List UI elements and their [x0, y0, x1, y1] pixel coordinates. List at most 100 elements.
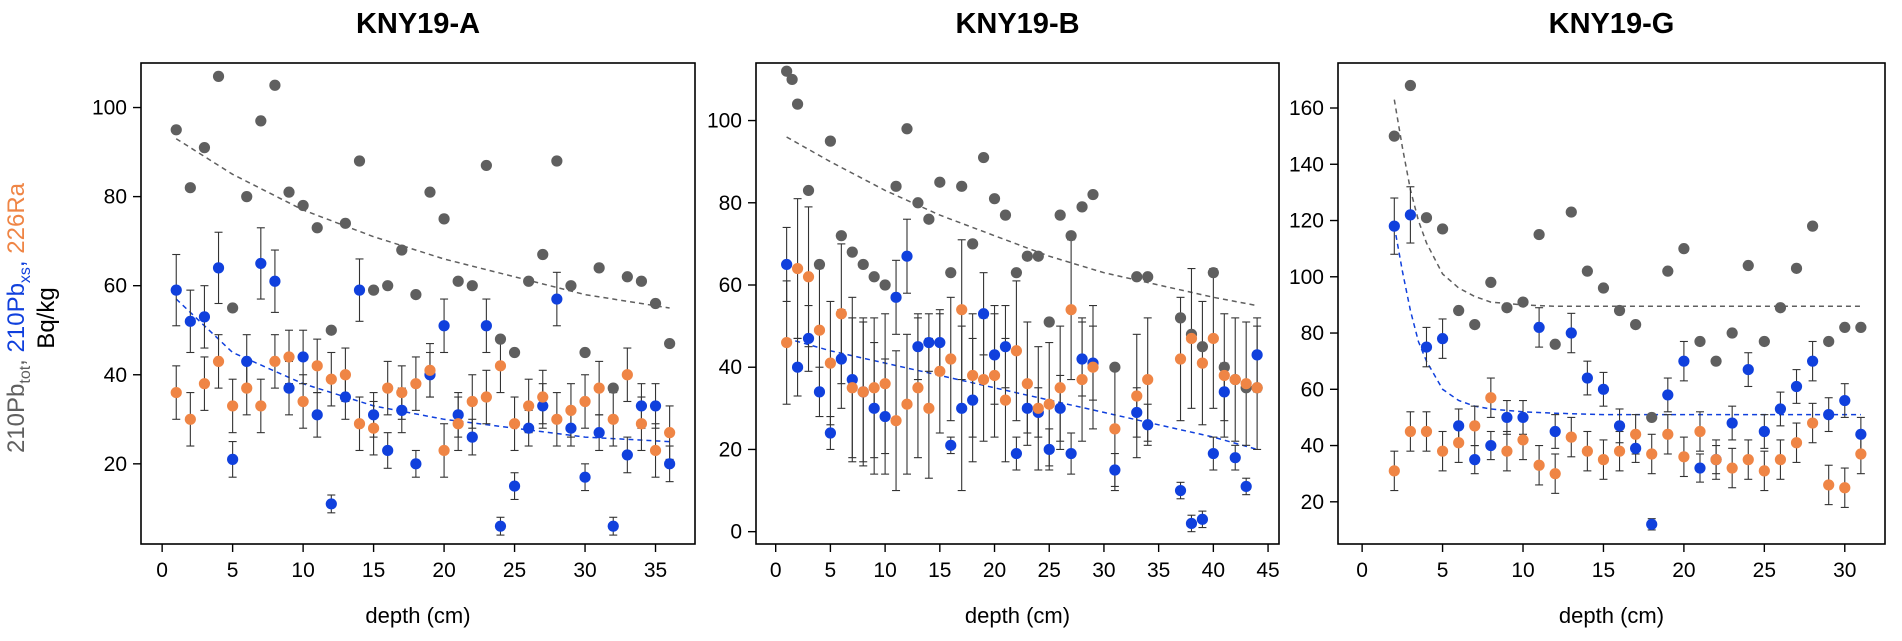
point-ra — [1565, 431, 1577, 443]
y-tick-label: 80 — [104, 186, 127, 209]
point-ra — [1109, 423, 1121, 435]
point-xs — [283, 382, 295, 394]
point-ra — [227, 400, 239, 412]
point-ra — [1517, 434, 1529, 446]
point-ra — [664, 427, 676, 439]
point-tot — [466, 280, 478, 292]
point-xs — [1207, 447, 1219, 460]
point-ra — [1142, 373, 1154, 386]
point-tot — [1855, 321, 1867, 334]
point-ra — [912, 382, 924, 394]
point-xs — [912, 341, 924, 353]
point-ra — [1549, 468, 1561, 480]
y-tick-label: 40 — [104, 364, 127, 387]
point-xs — [212, 262, 225, 274]
point-xs — [1662, 389, 1674, 401]
point-ra — [1076, 373, 1088, 386]
point-xs — [1581, 372, 1593, 384]
panel-title: KNY19-A — [356, 8, 480, 40]
point-ra — [297, 395, 309, 408]
point-tot — [1710, 355, 1722, 367]
point-ra — [635, 418, 648, 430]
point-ra — [934, 365, 946, 377]
x-tick-label: 0 — [1356, 559, 1368, 582]
y-tick-label: 160 — [1289, 97, 1324, 120]
point-ra — [1087, 361, 1099, 373]
x-tick-label: 10 — [1511, 559, 1534, 582]
point-tot — [1630, 318, 1642, 331]
point-tot — [1087, 188, 1099, 201]
point-tot — [1207, 267, 1219, 279]
panel-title: KNY19-G — [1549, 8, 1675, 40]
point-ra — [353, 418, 366, 430]
y-tick-label: 60 — [1301, 378, 1324, 401]
x-tick-label: 20 — [432, 559, 455, 582]
point-tot — [1174, 312, 1187, 324]
point-ra — [311, 360, 323, 372]
x-axis-label: depth (cm) — [1559, 603, 1664, 628]
point-xs — [879, 410, 891, 423]
point-tot — [1807, 220, 1819, 232]
point-ra — [621, 369, 633, 381]
point-ra — [1758, 465, 1770, 477]
y-axis-label: 210Pbtot, 210Pbxs, 226Ra — [3, 182, 34, 453]
point-ra — [241, 382, 253, 394]
point-ra — [901, 398, 913, 410]
point-tot — [1043, 316, 1055, 328]
point-ra — [977, 373, 990, 386]
point-tot — [1790, 262, 1803, 274]
point-xs — [791, 361, 804, 373]
point-ra — [170, 386, 182, 399]
x-tick-label: 15 — [928, 559, 951, 582]
x-tick-label: 20 — [1672, 559, 1695, 582]
point-tot — [791, 98, 804, 110]
point-xs — [537, 400, 549, 412]
point-ra — [1021, 378, 1033, 390]
point-xs — [835, 353, 847, 365]
y-label-ra: 226Ra — [3, 182, 30, 253]
point-ra — [1855, 448, 1867, 460]
point-tot — [339, 217, 352, 229]
point-xs — [1240, 480, 1252, 493]
point-xs — [1185, 517, 1198, 530]
point-xs — [1807, 355, 1819, 367]
point-xs — [1646, 518, 1658, 530]
x-tick-label: 10 — [291, 559, 314, 582]
point-tot — [868, 271, 880, 283]
point-tot — [1678, 243, 1690, 255]
point-tot — [912, 197, 924, 209]
point-ra — [781, 336, 793, 349]
point-ra — [967, 369, 979, 382]
y-tick-label: 100 — [92, 97, 127, 120]
point-ra — [1185, 332, 1198, 345]
point-ra — [956, 304, 968, 316]
point-xs — [1855, 428, 1867, 440]
y-tick-label: 20 — [719, 438, 742, 461]
point-ra — [508, 418, 521, 430]
point-ra — [1823, 479, 1835, 491]
point-ra — [1533, 459, 1545, 471]
point-tot — [857, 258, 869, 271]
point-ra — [1726, 462, 1738, 474]
y-tick-label: 140 — [1289, 153, 1324, 176]
y-tick-label: 20 — [1301, 491, 1324, 514]
point-tot — [1758, 335, 1770, 348]
point-ra — [1597, 454, 1610, 466]
point-ra — [1131, 390, 1143, 402]
point-ra — [802, 271, 815, 283]
point-tot — [956, 180, 968, 192]
point-xs — [1010, 447, 1023, 460]
point-tot — [1742, 259, 1754, 272]
point-xs — [565, 422, 577, 434]
point-ra — [1630, 428, 1642, 440]
point-tot — [1613, 304, 1626, 317]
point-ra — [1774, 454, 1787, 466]
point-ra — [835, 308, 847, 320]
point-xs — [494, 520, 507, 532]
point-xs — [1021, 402, 1033, 414]
point-tot — [1823, 335, 1835, 348]
point-xs — [945, 439, 957, 451]
point-tot — [212, 70, 225, 82]
point-tot — [1597, 282, 1610, 294]
point-xs — [1065, 447, 1077, 460]
